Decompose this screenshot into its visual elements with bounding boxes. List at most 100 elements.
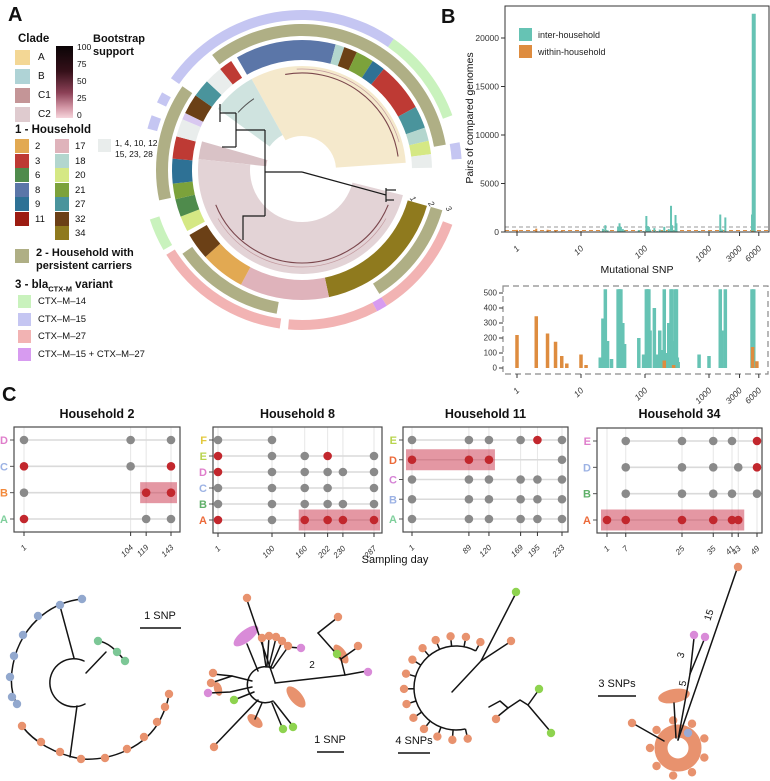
household-label: 20 xyxy=(75,170,86,181)
household-title: Household 11 xyxy=(445,407,526,421)
bla-swatch xyxy=(18,295,31,308)
ring-segment xyxy=(411,154,432,169)
inset-y-tick-label: 400 xyxy=(484,304,498,313)
sample-dot xyxy=(166,514,176,524)
phylo-tip xyxy=(139,732,149,742)
bla-swatch xyxy=(18,347,31,361)
phylo-branch xyxy=(254,702,263,720)
phylo-tip xyxy=(76,754,86,764)
histogram-bar xyxy=(671,225,674,232)
c-day-tick-label: 1 xyxy=(213,544,223,554)
bootstrap-legend-title: Bootstrap support xyxy=(93,33,145,58)
sample-dot xyxy=(323,467,332,477)
sample-dot xyxy=(166,488,176,497)
household-swatch xyxy=(55,139,69,153)
inset-bar xyxy=(609,359,614,368)
ring-segment xyxy=(205,243,251,285)
ring-number-label: 2 xyxy=(426,199,437,209)
plot-border xyxy=(504,5,770,233)
b-legend-label: within-household xyxy=(537,47,606,57)
tip-cluster-blob xyxy=(286,686,306,708)
histogram-bar xyxy=(721,229,724,232)
clade-swatch xyxy=(15,69,30,84)
sample-dot xyxy=(267,451,277,461)
phylo-branch xyxy=(301,171,387,196)
phylo-tip xyxy=(112,647,122,657)
histogram-bar xyxy=(535,228,538,232)
phylo-branch xyxy=(480,641,511,662)
ring-segment xyxy=(324,200,427,298)
ring-segment xyxy=(251,65,406,168)
branch-length-label: 5 xyxy=(678,679,690,687)
sample-dot xyxy=(267,467,277,477)
ring-segment xyxy=(170,10,394,84)
phylo-tip xyxy=(36,737,46,747)
phylo-branch xyxy=(85,651,107,674)
household-label: 8 xyxy=(35,184,41,196)
household-legend-title: 1 - Household xyxy=(15,124,92,136)
inset-bar xyxy=(671,365,676,368)
bla-title-suffix: variant xyxy=(71,279,113,291)
ring-segment xyxy=(172,158,193,184)
c-day-tick-label: 25 xyxy=(673,544,687,558)
inset-bar xyxy=(657,330,662,368)
phylo-tip xyxy=(399,684,409,694)
sample-dot xyxy=(621,515,631,525)
branch-length-label: 3 xyxy=(676,651,688,660)
household-title: Household 2 xyxy=(59,407,134,421)
inset-y-tick-label: 200 xyxy=(484,334,498,343)
bla-label: CTX–M–15 + CTX–M–27 xyxy=(38,348,145,360)
panel-c-label: C xyxy=(2,384,17,406)
sample-dot xyxy=(19,462,29,471)
phylo-tip xyxy=(546,728,556,738)
ring-segment xyxy=(175,194,200,217)
sample-dot xyxy=(557,494,567,504)
inset-bar xyxy=(603,289,608,368)
phylo-tip xyxy=(283,641,293,651)
phylo-tip xyxy=(401,669,411,678)
phylo-tip xyxy=(277,636,287,646)
sample-dot xyxy=(267,435,277,445)
phylo-tip xyxy=(402,699,411,709)
c-day-tick-label: 1 xyxy=(407,543,417,553)
inset-bar xyxy=(559,356,564,368)
inset-bar xyxy=(676,362,680,368)
sample-dot xyxy=(557,455,567,465)
histogram-bar xyxy=(724,217,727,232)
ring-segment xyxy=(217,79,283,147)
b-x-tick-label: 1000 xyxy=(693,243,714,264)
histogram-bar xyxy=(663,226,666,232)
bla-title-subscript: CTX-M xyxy=(48,284,72,294)
phylo-tip xyxy=(463,734,472,743)
household-label: 6 xyxy=(35,170,41,181)
sample-dot xyxy=(484,435,494,445)
inset-bar xyxy=(621,323,625,368)
phylo-tip xyxy=(419,724,429,734)
branch-length-label: 15 xyxy=(703,608,717,622)
phylo-tip xyxy=(55,747,65,757)
clade-label: B xyxy=(38,71,45,82)
histogram-bar xyxy=(653,228,656,232)
ring-number-label: 1 xyxy=(408,194,418,203)
phylo-branch xyxy=(266,636,270,667)
b-y-tick-label: 15000 xyxy=(475,82,499,92)
phylo-branch xyxy=(317,617,338,634)
household-title: Household 34 xyxy=(639,407,721,421)
sample-dot xyxy=(213,451,223,461)
phylo-tip xyxy=(18,630,28,640)
inset-bar xyxy=(579,354,583,368)
sample-dot xyxy=(213,515,223,525)
phylo-tip xyxy=(209,742,219,752)
panel-b-label: B xyxy=(441,6,456,28)
phylo-tip xyxy=(476,637,485,647)
inset-bar xyxy=(662,289,667,368)
member-label: E xyxy=(584,436,591,448)
clade-swatch xyxy=(15,50,30,65)
sample-dot xyxy=(369,483,379,493)
phylo-branch xyxy=(59,605,75,659)
household-label: 21 xyxy=(75,184,86,196)
inset-bar xyxy=(605,341,610,368)
histogram-bar xyxy=(617,226,620,232)
sample-dot xyxy=(166,435,176,445)
